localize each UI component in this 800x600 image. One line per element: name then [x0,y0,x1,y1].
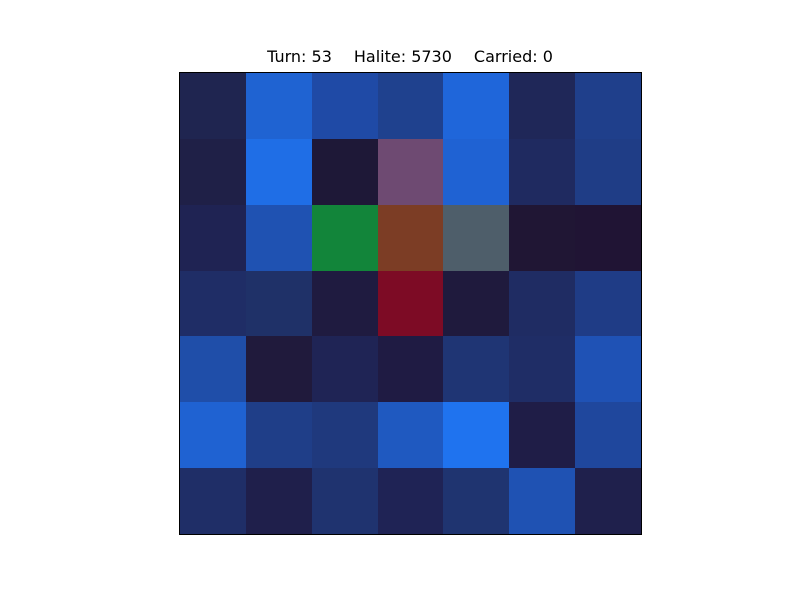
board-cell [575,204,641,271]
board-cell [377,204,444,271]
board-cell [311,204,378,271]
board-cell [311,138,378,205]
board-cell [575,402,641,469]
board-cell [443,336,510,403]
board-cell [575,270,641,337]
board-cell [180,468,246,534]
board-cell [443,402,510,469]
board-cell [575,468,641,534]
board-cell [377,402,444,469]
board-cell [575,138,641,205]
carried-counter: Carried: 0 [473,47,553,66]
board-cell [311,73,378,139]
board-cell [180,138,246,205]
board-cell [509,336,576,403]
board-cell [180,270,246,337]
board-cell [245,138,312,205]
board-cell [443,270,510,337]
board-cell [180,336,246,403]
board-cell [377,138,444,205]
board-cell [443,204,510,271]
board-cell [509,402,576,469]
board-cell [311,336,378,403]
turn-counter: Turn: 53 [267,47,332,66]
board-cell [443,73,510,139]
board-cell [509,138,576,205]
board-cell [311,468,378,534]
board-cell [180,73,246,139]
halite-counter: Halite: 5730 [353,47,452,66]
board-cell [180,402,246,469]
board-cell [245,336,312,403]
board-cell [509,204,576,271]
board-cell [509,73,576,139]
board-cell [245,73,312,139]
board-cell [509,270,576,337]
board-cell [575,336,641,403]
board-cell [377,468,444,534]
board-cell [245,270,312,337]
board-cell [377,270,444,337]
board-cell [180,204,246,271]
board-cell [245,468,312,534]
board-cell [377,73,444,139]
board-cell [245,402,312,469]
board-cell [311,402,378,469]
board-cell [509,468,576,534]
board-cell [575,73,641,139]
board-cell [311,270,378,337]
board-cell [377,336,444,403]
status-bar: Turn: 53 Halite: 5730 Carried: 0 [0,46,800,68]
board-cell [245,204,312,271]
board-cell [443,468,510,534]
board-cell [443,138,510,205]
game-board [179,72,642,535]
